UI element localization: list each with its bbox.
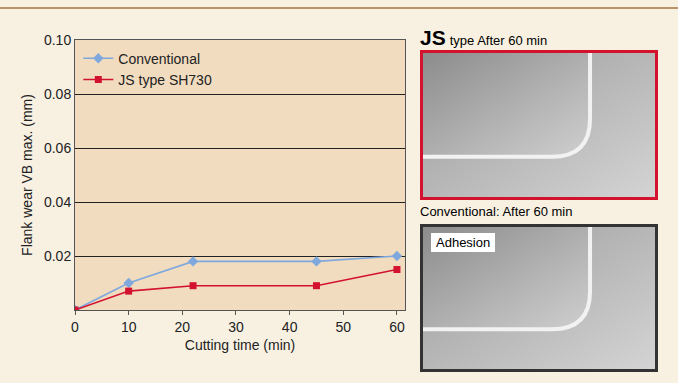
html-text:Adhesion: Adhesion	[436, 235, 491, 250]
svg-text:0.08: 0.08	[44, 86, 71, 102]
svg-text:20: 20	[175, 319, 191, 335]
svg-text:30: 30	[228, 319, 244, 335]
html-text:Conventional: After 60 min: Conventional: After 60 min	[420, 204, 573, 219]
svg-text:10: 10	[121, 319, 137, 335]
svg-text:0.06: 0.06	[44, 140, 71, 156]
svg-text:0.02: 0.02	[44, 248, 71, 264]
svg-text:0.04: 0.04	[44, 194, 71, 210]
svg-text:JS type SH730: JS type SH730	[118, 72, 212, 88]
svg-text:0.10: 0.10	[44, 32, 71, 48]
svg-text:Conventional: Conventional	[118, 51, 200, 67]
svg-text:40: 40	[282, 319, 298, 335]
svg-text:Cutting time (min): Cutting time (min)	[185, 337, 295, 353]
svg-text:60: 60	[389, 319, 405, 335]
html-text:JS type After 60 min: JS type After 60 min	[420, 26, 548, 49]
svg-text:50: 50	[336, 319, 352, 335]
svg-text:0: 0	[71, 319, 79, 335]
svg-text:Flank wear VB max. (mm): Flank wear VB max. (mm)	[19, 94, 35, 256]
